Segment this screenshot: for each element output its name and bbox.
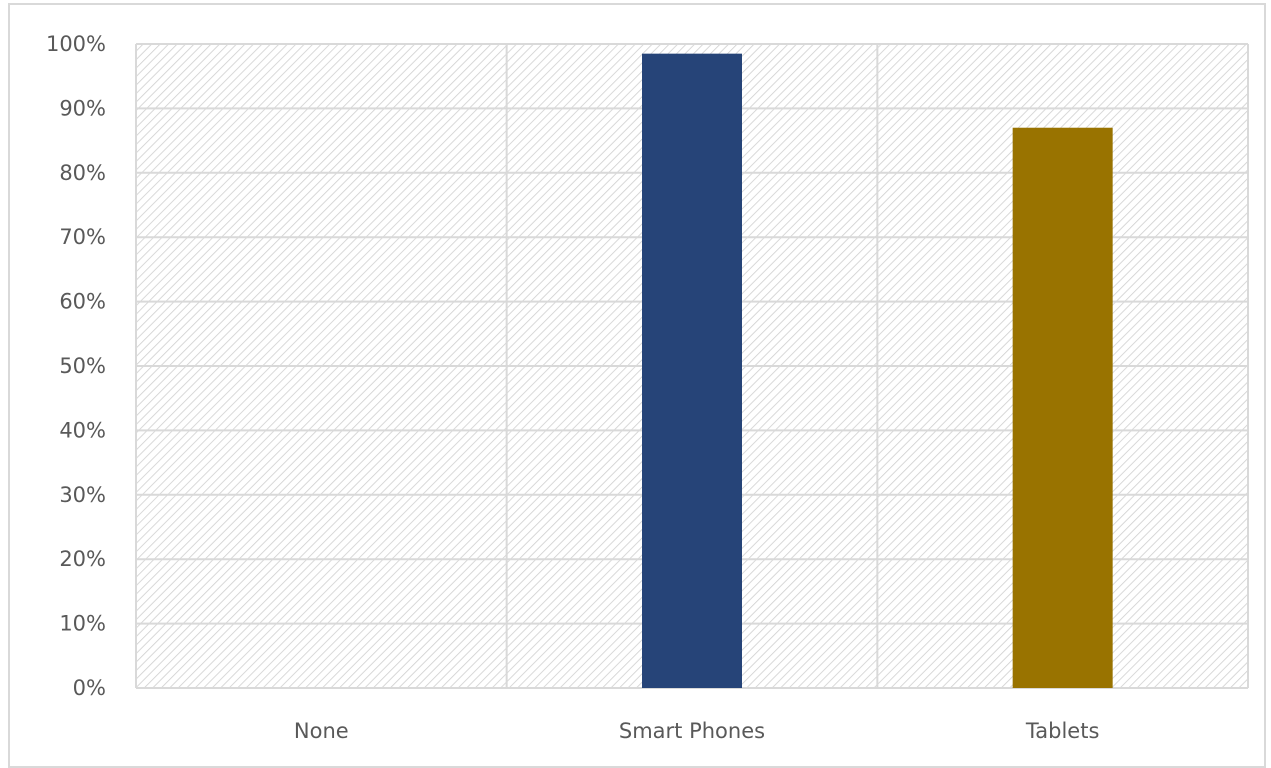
y-tick-label: 90% <box>59 96 106 120</box>
x-tick-label: None <box>294 719 349 743</box>
y-tick-label: 70% <box>59 225 106 249</box>
y-tick-label: 30% <box>59 483 106 507</box>
y-tick-label: 100% <box>46 32 106 56</box>
y-tick-label: 40% <box>59 418 106 442</box>
x-tick-label: Smart Phones <box>619 719 765 743</box>
bar-smart-phones <box>642 53 742 689</box>
y-tick-label: 80% <box>59 161 106 185</box>
y-tick-label: 0% <box>73 676 106 700</box>
x-axis-tick-labels: None Smart Phones Tablets <box>294 719 1099 743</box>
y-tick-label: 10% <box>59 612 106 636</box>
y-tick-label: 50% <box>59 354 106 378</box>
y-tick-label: 20% <box>59 547 106 571</box>
bars <box>642 53 1113 689</box>
y-tick-label: 60% <box>59 290 106 314</box>
x-tick-label: Tablets <box>1025 719 1099 743</box>
y-axis-tick-labels: 0% 10% 20% 30% 40% 50% 60% 70% 80% 90% 100% <box>46 32 106 700</box>
bar-tablets <box>1012 127 1113 689</box>
